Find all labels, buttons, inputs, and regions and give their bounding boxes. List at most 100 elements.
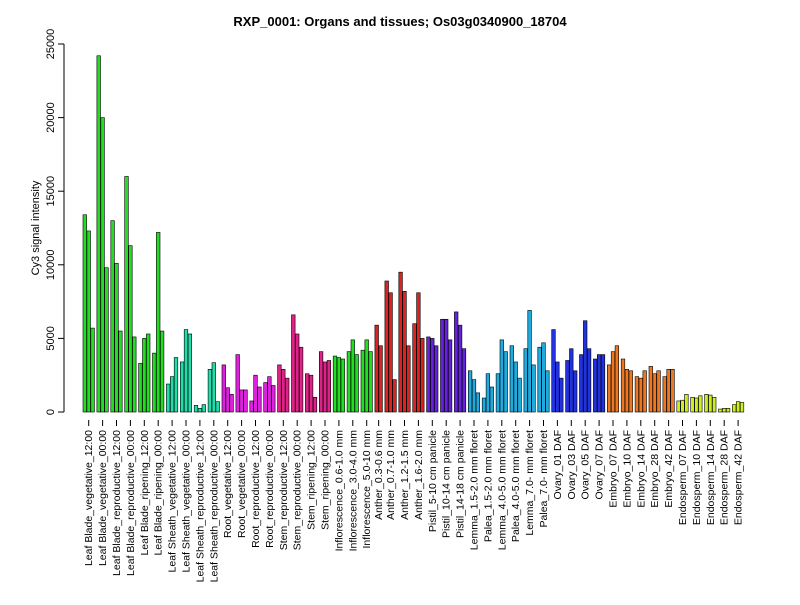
bar (426, 336, 431, 413)
bar (712, 396, 717, 413)
bar (656, 370, 661, 413)
bar (267, 376, 272, 413)
x-tick-label: Leaf Sheath_vegetative_00:00 (181, 430, 193, 573)
bar (634, 376, 639, 413)
bar (235, 354, 240, 413)
bar (392, 379, 397, 413)
bar (82, 214, 87, 413)
x-tick-label: Pistil_5-10 cm panicle (427, 430, 439, 532)
bar (531, 364, 536, 413)
bar (471, 379, 477, 413)
bar (579, 354, 584, 413)
x-tick-label: Lemma_7.0- mm floret (524, 430, 536, 536)
bar (551, 329, 556, 413)
bar (138, 363, 143, 413)
x-tick-label: Endosperm_42 DAF (733, 430, 745, 525)
bar (513, 361, 518, 413)
x-tick-label: Inflorescence_0.6-1.0 mm (333, 430, 345, 552)
bar (495, 373, 501, 413)
bar (457, 324, 463, 413)
bar (180, 361, 185, 413)
bar (142, 338, 147, 413)
bar (128, 245, 133, 413)
bar (735, 401, 741, 413)
y-tick-label: 0 (45, 409, 57, 415)
bar (527, 310, 532, 413)
bar (124, 176, 129, 413)
bar (308, 374, 314, 413)
bar (666, 369, 671, 413)
bar (114, 263, 119, 413)
bar (340, 358, 345, 413)
bar (183, 329, 189, 413)
bar (110, 220, 115, 413)
bar (193, 405, 199, 413)
bar (670, 369, 675, 413)
bar (211, 362, 216, 413)
bar (368, 351, 373, 413)
bar (312, 396, 318, 413)
bar (197, 408, 203, 413)
bar (600, 354, 606, 413)
x-tick-label: Embryo_10 DAF (621, 430, 633, 508)
bar (291, 314, 296, 413)
bar (100, 117, 105, 413)
x-tick-label: Endosperm_28 DAF (719, 430, 731, 525)
x-tick-label: Leaf Blade_reproductive_00:00 (125, 430, 137, 576)
x-tick-label: Leaf Sheath_vegetative_12:00 (167, 430, 179, 573)
x-tick-label: Palea_4.0-5.0 mm floret (510, 430, 522, 542)
x-tick-label: Root_vegetative_00:00 (236, 430, 248, 538)
bar (346, 351, 352, 413)
x-tick-label: Endosperm_10 DAF (691, 430, 703, 525)
bar (454, 311, 459, 413)
bar (642, 370, 647, 413)
bar (610, 351, 616, 413)
x-tick-label: Embryo_14 DAF (635, 430, 647, 508)
bar (239, 389, 244, 413)
x-tick-label: Stem_reproductive_12:00 (278, 430, 290, 550)
bar (583, 320, 588, 413)
x-tick-label: Palea_1.5-2.0 mm floret (482, 430, 494, 542)
bar (652, 373, 657, 413)
bar (708, 394, 713, 413)
bar (684, 394, 689, 413)
x-tick-label: Embryo_42 DAF (663, 430, 675, 508)
bar (298, 346, 304, 413)
bar (187, 333, 193, 413)
bar (326, 360, 332, 413)
x-tick-label: Leaf Blade_vegetative_12:00 (83, 430, 95, 566)
bar (704, 394, 709, 413)
bar (215, 401, 220, 413)
bar (481, 397, 487, 413)
bar (388, 292, 393, 413)
x-tick-label: Leaf Blade_reproductive_12:00 (111, 430, 123, 576)
bar (614, 345, 619, 413)
bar (86, 230, 91, 413)
y-tick-label: 20000 (45, 102, 57, 133)
x-tick-label: Embryo_07 DAF (608, 430, 620, 508)
x-tick-label: Palea_7.0- mm floret (538, 430, 550, 528)
bar (620, 358, 626, 413)
bar (648, 366, 653, 413)
bar (152, 352, 157, 413)
x-axis: Leaf Blade_vegetative_12:00 Leaf Blade_ve… (83, 420, 745, 582)
bar (225, 387, 230, 413)
bar (596, 354, 602, 413)
bar (718, 408, 723, 413)
bar (374, 324, 379, 413)
y-tick-label: 5000 (45, 326, 57, 350)
bar (271, 385, 276, 413)
bar (277, 364, 282, 413)
bar (434, 345, 439, 413)
bar (253, 374, 258, 413)
x-tick-label: Stem_ripening_12:00 (306, 430, 318, 530)
bar (447, 339, 453, 413)
bar (90, 327, 95, 413)
y-axis-label: Cy3 signal intensity (30, 180, 42, 275)
bar (739, 402, 745, 413)
bar (694, 397, 699, 413)
bar (257, 386, 262, 413)
bar (221, 364, 226, 413)
chart-title: RXP_0001: Organs and tissues; Os03g03409… (233, 14, 567, 29)
